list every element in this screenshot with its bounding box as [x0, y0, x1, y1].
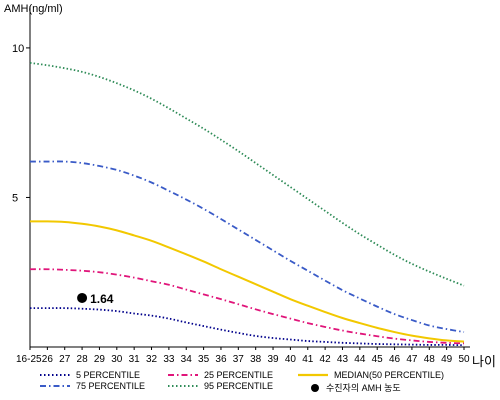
chart-legend: 5 PERCENTILE 75 PERCENTILE 25 PERCENTILE…: [0, 368, 500, 400]
x-tick-label: 42: [320, 354, 332, 365]
series-line-25-percentile: [29, 268, 465, 345]
x-tick-label: 29: [94, 354, 106, 365]
x-tick-label: 36: [215, 354, 227, 365]
legend-label-patient-amh: 수진자의 AMH 농도: [326, 383, 401, 393]
x-tick-label: 33: [163, 354, 175, 365]
legend-swatch-5-percentile: [40, 374, 70, 376]
x-tick-label: 41: [302, 354, 314, 365]
amh-percentile-chart: 10 5 16-25 26 27 28 29 30 31 32 33 34 35 36 37 38 39 40 41…: [12, 6, 470, 365]
x-tick-label: 30: [111, 354, 123, 365]
x-tick-label: 28: [77, 354, 89, 365]
x-tick-label: 26: [42, 354, 54, 365]
x-tick-label: 39: [267, 354, 279, 365]
legend-item-25-percentile: 25 PERCENTILE: [168, 370, 273, 380]
legend-item-median: MEDIAN(50 PERCENTILE): [298, 370, 444, 380]
y-tick-label: 10: [12, 43, 24, 55]
legend-label-5-percentile: 5 PERCENTILE: [76, 370, 141, 380]
legend-label-25-percentile: 25 PERCENTILE: [204, 370, 274, 380]
y-axis-label: AMH(ng/ml): [4, 3, 63, 15]
x-tick-label: 48: [424, 354, 436, 365]
series-line-95-percentile: [29, 61, 465, 287]
x-tick-label: 31: [129, 354, 141, 365]
x-tick-label: 32: [146, 354, 158, 365]
legend-marker-patient-amh: [311, 383, 319, 392]
x-axis-unit-label: 나이: [472, 354, 496, 369]
x-tick-label: 45: [372, 354, 384, 365]
x-tick-label: 40: [285, 354, 297, 365]
x-tick-label: 47: [406, 354, 418, 365]
x-tick-label: 49: [441, 354, 453, 365]
legend-swatch-median: [298, 373, 328, 377]
series-line-75-percentile: [30, 160, 465, 333]
x-tick-label: 16-25: [16, 354, 42, 365]
x-tick-label: 34: [181, 354, 193, 365]
x-tick-label: 27: [59, 354, 71, 365]
legend-swatch-25-percentile: [168, 374, 198, 376]
legend-label-95-percentile: 95 PERCENTILE: [204, 381, 274, 391]
x-tick-label: 35: [198, 354, 210, 365]
legend-label-75-percentile: 75 PERCENTILE: [76, 381, 146, 391]
legend-label-median: MEDIAN(50 PERCENTILE): [334, 370, 445, 380]
series-line-median-50-percentile: [29, 220, 465, 343]
legend-item-5-percentile: 5 PERCENTILE: [40, 370, 140, 380]
patient-amh-value-label: 1.64: [90, 292, 114, 306]
legend-swatch-75-percentile: [40, 385, 70, 387]
legend-item-95-percentile: 95 PERCENTILE: [168, 381, 273, 391]
x-tick-label: 43: [337, 354, 349, 365]
series-line-5-percentile: [30, 307, 465, 347]
x-tick-label: 44: [354, 354, 366, 365]
y-tick-label: 5: [12, 192, 18, 204]
x-tick-label: 38: [250, 354, 262, 365]
x-tick-label: 37: [233, 354, 245, 365]
patient-amh-marker: [77, 292, 88, 303]
x-tick-label: 50: [458, 354, 470, 365]
x-tick-label: 46: [389, 354, 401, 365]
legend-item-75-percentile: 75 PERCENTILE: [40, 381, 145, 391]
legend-item-patient-amh: 수진자의 AMH 농도: [310, 381, 401, 394]
legend-swatch-95-percentile: [168, 385, 198, 387]
